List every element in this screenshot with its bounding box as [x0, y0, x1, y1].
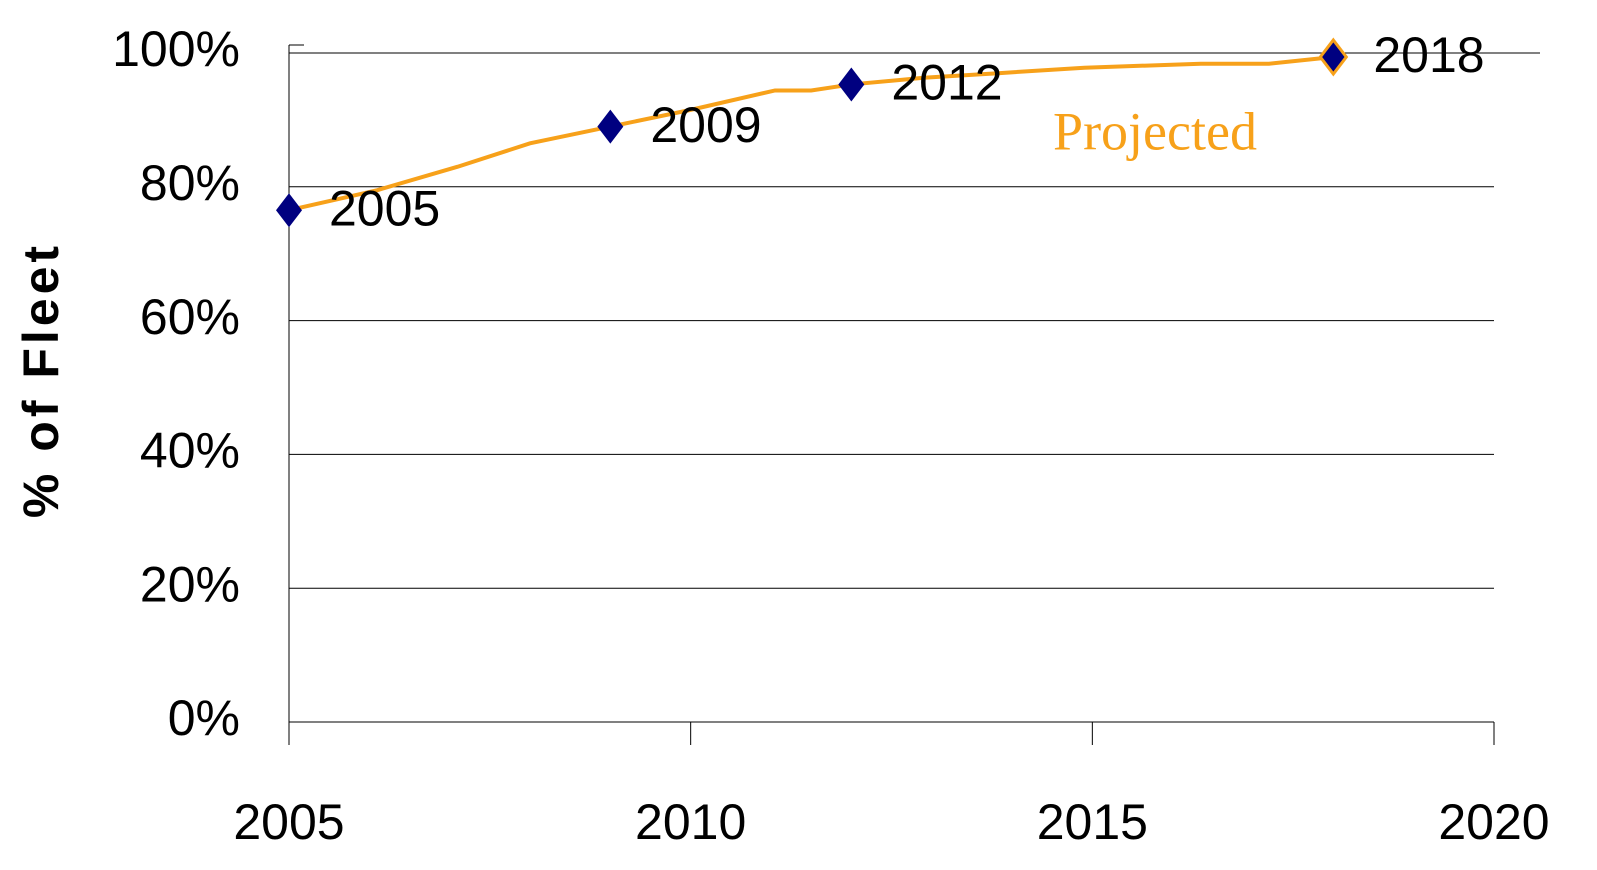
x-tick-label: 2015: [1037, 794, 1148, 850]
data-point: [597, 109, 624, 144]
data-point: [276, 193, 302, 228]
point-label: 2005: [329, 180, 440, 236]
y-tick-label: 100%: [112, 21, 240, 77]
point-label: 2012: [891, 55, 1002, 111]
data-line: [288, 55, 1334, 213]
y-axis-label: % of Fleet: [13, 242, 69, 518]
data-point: [838, 67, 865, 102]
x-tick-label: 2010: [635, 794, 746, 850]
y-tick-label: 60%: [140, 289, 240, 345]
y-tick-label: 80%: [140, 155, 240, 211]
x-tick-label: 2005: [233, 794, 344, 850]
y-tick-label: 40%: [140, 423, 240, 479]
point-label: 2009: [650, 97, 761, 153]
data-point: [1318, 37, 1349, 77]
y-tick-label: 0%: [168, 690, 240, 746]
y-tick-label: 20%: [140, 556, 240, 612]
x-tick-label: 2020: [1438, 794, 1549, 850]
annotation: Projected: [1053, 101, 1257, 161]
point-label: 2018: [1373, 27, 1484, 83]
